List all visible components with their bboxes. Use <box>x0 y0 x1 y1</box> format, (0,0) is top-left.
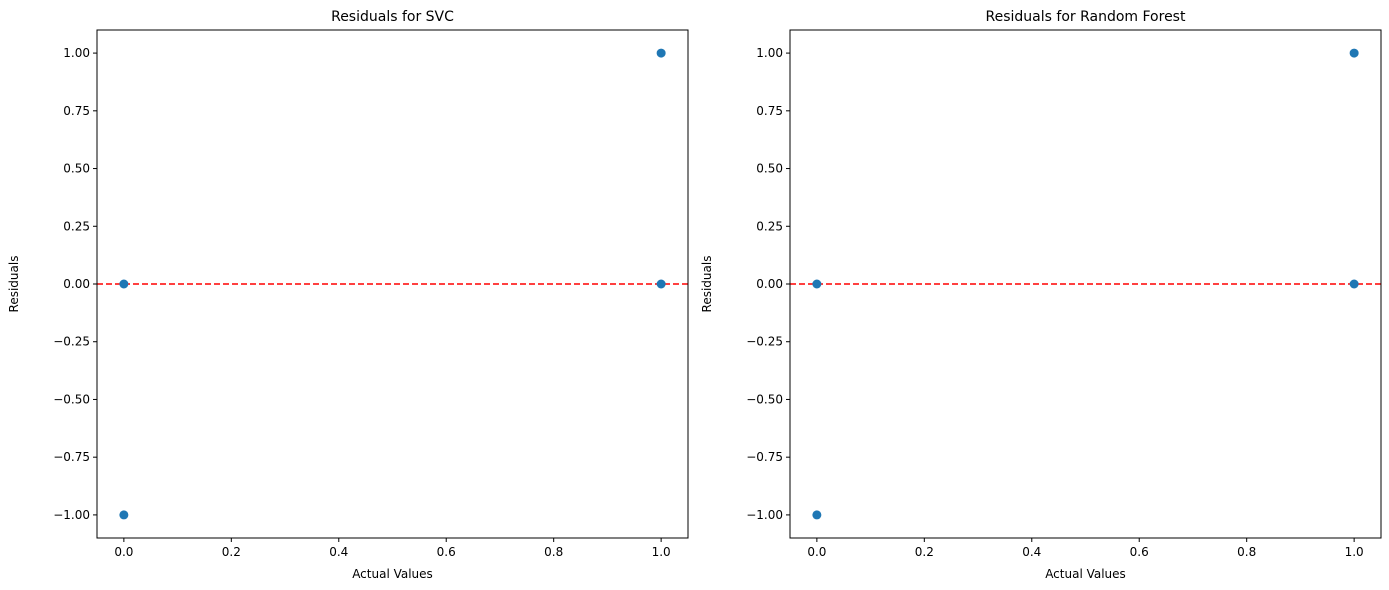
y-tick-label: 0.25 <box>756 219 783 233</box>
y-tick-label: 1.00 <box>756 46 783 60</box>
data-point <box>1349 279 1359 289</box>
x-tick-label: 0.2 <box>222 545 241 559</box>
y-tick-label: −0.75 <box>53 450 90 464</box>
x-tick-label: 0.8 <box>1237 545 1256 559</box>
y-tick-label: 0.75 <box>756 104 783 118</box>
x-tick-label: 0.4 <box>1022 545 1041 559</box>
x-tick-label: 0.8 <box>544 545 563 559</box>
y-tick-label: −1.00 <box>746 508 783 522</box>
y-tick-label: −0.50 <box>746 392 783 406</box>
y-tick-label: 0.50 <box>756 162 783 176</box>
chart-panel-1: 0.0 0.2 0.4 0.6 0.8 1.0 1.00 0.75 0.50 0.25 0.00 −0… <box>7 9 689 581</box>
y-tick-label: −0.50 <box>53 392 90 406</box>
data-point <box>812 510 822 520</box>
x-tick-label: 1.0 <box>652 545 671 559</box>
x-tick-label: 0.6 <box>437 545 456 559</box>
chart-title: Residuals for SVC <box>331 9 454 25</box>
axes-frame <box>96 29 689 539</box>
x-tick-label: 0.4 <box>329 545 348 559</box>
y-tick-label: 0.75 <box>63 104 90 118</box>
data-point <box>656 279 666 289</box>
y-axis-label: Residuals <box>7 256 21 313</box>
chart-panel-2: 0.0 0.2 0.4 0.6 0.8 1.0 1.00 0.75 0.50 0.25 0.00 −0… <box>700 9 1382 581</box>
y-tick-label: −0.25 <box>746 335 783 349</box>
y-tick-label: 1.00 <box>63 46 90 60</box>
data-point <box>119 279 129 289</box>
y-tick-label: 0.50 <box>63 162 90 176</box>
data-point <box>1349 48 1359 58</box>
chart-title: Residuals for Random Forest <box>986 9 1186 25</box>
y-axis-label: Residuals <box>700 256 714 313</box>
data-point <box>119 510 129 520</box>
x-tick-label: 0.6 <box>1130 545 1149 559</box>
y-tick-label: 0.25 <box>63 219 90 233</box>
y-tick-label: −0.75 <box>746 450 783 464</box>
x-tick-label: 1.0 <box>1345 545 1364 559</box>
data-point <box>656 48 666 58</box>
x-tick-label: 0.0 <box>114 545 133 559</box>
data-point <box>812 279 822 289</box>
x-axis-label: Actual Values <box>352 567 433 581</box>
y-tick-label: 0.00 <box>756 277 783 291</box>
y-tick-label: 0.00 <box>63 277 90 291</box>
x-tick-label: 0.0 <box>807 545 826 559</box>
y-tick-label: −0.25 <box>53 335 90 349</box>
x-axis-label: Actual Values <box>1045 567 1126 581</box>
x-tick-label: 0.2 <box>915 545 934 559</box>
y-tick-label: −1.00 <box>53 508 90 522</box>
axes-frame <box>789 29 1382 539</box>
